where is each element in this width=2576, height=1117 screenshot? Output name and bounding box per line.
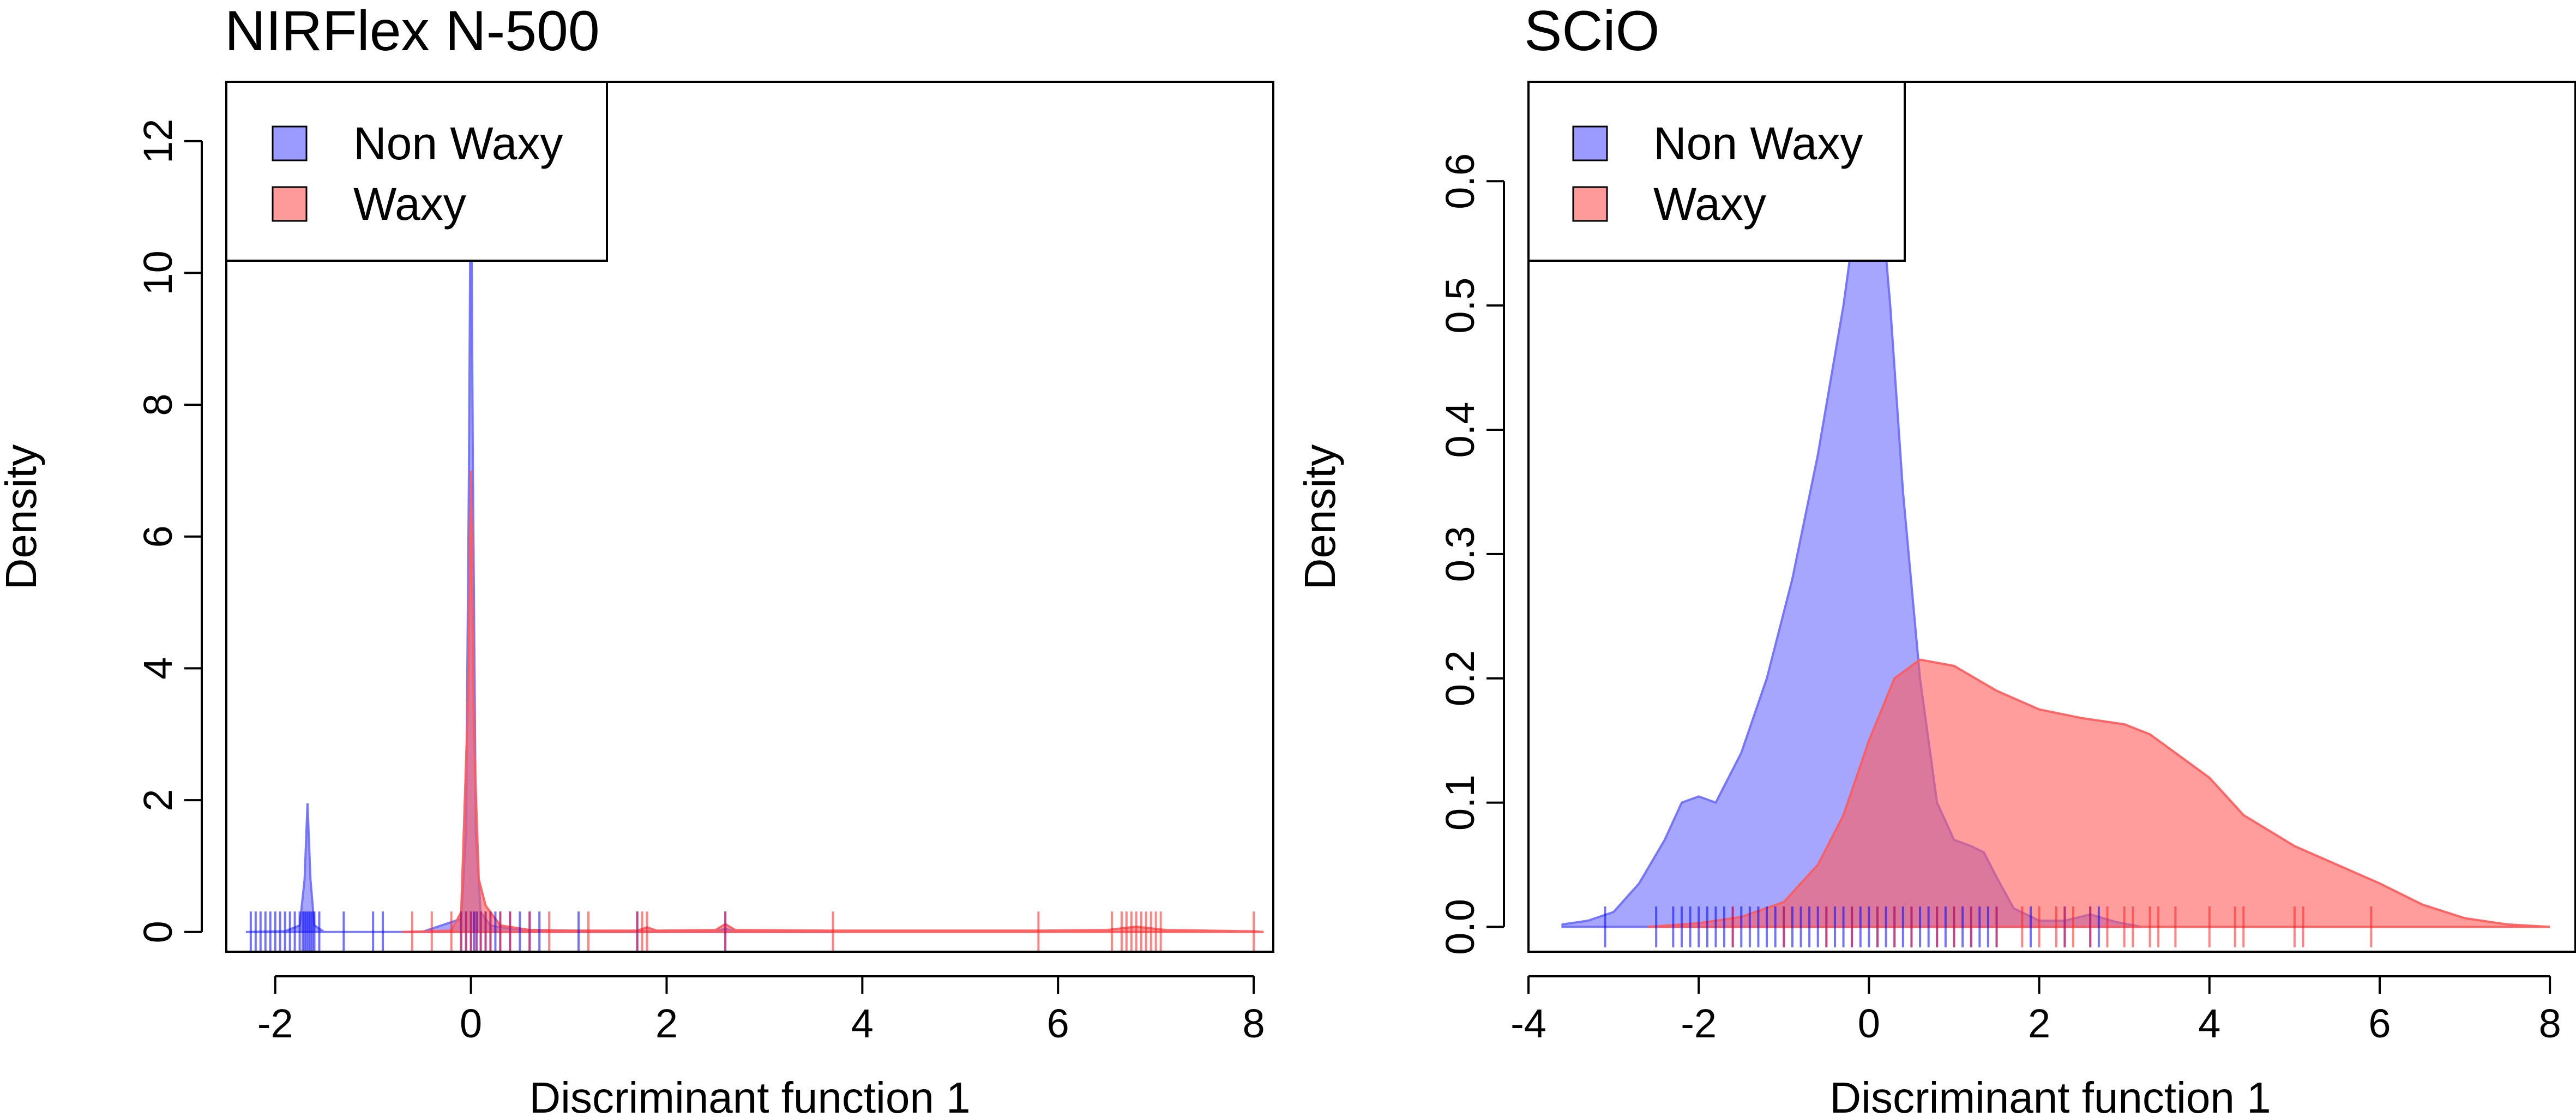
legend-swatch-nonwaxy <box>272 125 308 161</box>
y-tick-label: 12 <box>135 119 180 164</box>
legend-swatch-nonwaxy <box>1572 125 1608 161</box>
y-tick-label: 0.0 <box>1437 899 1483 955</box>
x-tick-label: 0 <box>460 1001 482 1046</box>
x-tick-label: 2 <box>655 1001 678 1046</box>
panel-scio: SCiO Discriminant function 1 Density Non… <box>1296 0 2576 1117</box>
y-tick-label: 0.1 <box>1437 774 1483 831</box>
y-tick-label: 4 <box>135 657 180 680</box>
x-tick-label: 8 <box>2539 1001 2561 1046</box>
panel-title: NIRFlex N-500 <box>225 0 600 63</box>
x-axis-label: Discriminant function 1 <box>1829 1073 2271 1117</box>
y-tick-label: 10 <box>135 250 180 295</box>
legend-label-nonwaxy: Non Waxy <box>1653 118 1863 169</box>
y-tick-label: 0.2 <box>1437 650 1483 706</box>
plot-frame <box>225 81 1274 953</box>
y-tick-label: 0.5 <box>1437 278 1483 334</box>
x-tick-label: -4 <box>1510 1001 1546 1046</box>
y-tick-label: 8 <box>135 394 180 416</box>
y-tick-label: 0.3 <box>1437 526 1483 582</box>
legend-box <box>225 81 608 262</box>
y-tick-label: 0.6 <box>1437 153 1483 209</box>
y-axis-label: Density <box>0 445 45 590</box>
x-tick-label: 0 <box>1858 1001 1880 1046</box>
legend-label-nonwaxy: Non Waxy <box>353 118 563 169</box>
x-tick-label: -2 <box>257 1001 293 1046</box>
x-tick-label: 6 <box>2368 1001 2391 1046</box>
panel-title: SCiO <box>1524 0 1659 63</box>
x-tick-label: 4 <box>851 1001 874 1046</box>
legend: Non Waxy Waxy <box>225 81 608 262</box>
x-tick-label: 2 <box>2028 1001 2050 1046</box>
x-tick-label: -2 <box>1681 1001 1717 1046</box>
legend-swatch-waxy <box>1572 186 1608 222</box>
plot-frame <box>1527 81 2576 953</box>
legend-swatch-waxy <box>272 186 308 222</box>
y-tick-label: 6 <box>135 525 180 548</box>
density-area-waxy <box>402 470 1264 933</box>
y-tick-label: 2 <box>135 789 180 812</box>
x-tick-label: 6 <box>1047 1001 1069 1046</box>
y-axis-label: Density <box>1296 445 1344 590</box>
x-tick-label: 4 <box>2198 1001 2220 1046</box>
legend: Non Waxy Waxy <box>1527 81 1906 262</box>
y-tick-label: 0 <box>135 921 180 943</box>
y-tick-label: 0.4 <box>1437 402 1483 458</box>
legend-box <box>1527 81 1906 262</box>
legend-label-waxy: Waxy <box>353 178 466 230</box>
panel-nirflex: NIRFlex N-500 Discriminant function 1 De… <box>0 0 1274 1117</box>
density-area-waxy <box>1647 658 2550 928</box>
x-tick-label: 8 <box>1243 1001 1265 1046</box>
x-axis-label: Discriminant function 1 <box>529 1073 970 1117</box>
legend-label-waxy: Waxy <box>1653 178 1766 230</box>
